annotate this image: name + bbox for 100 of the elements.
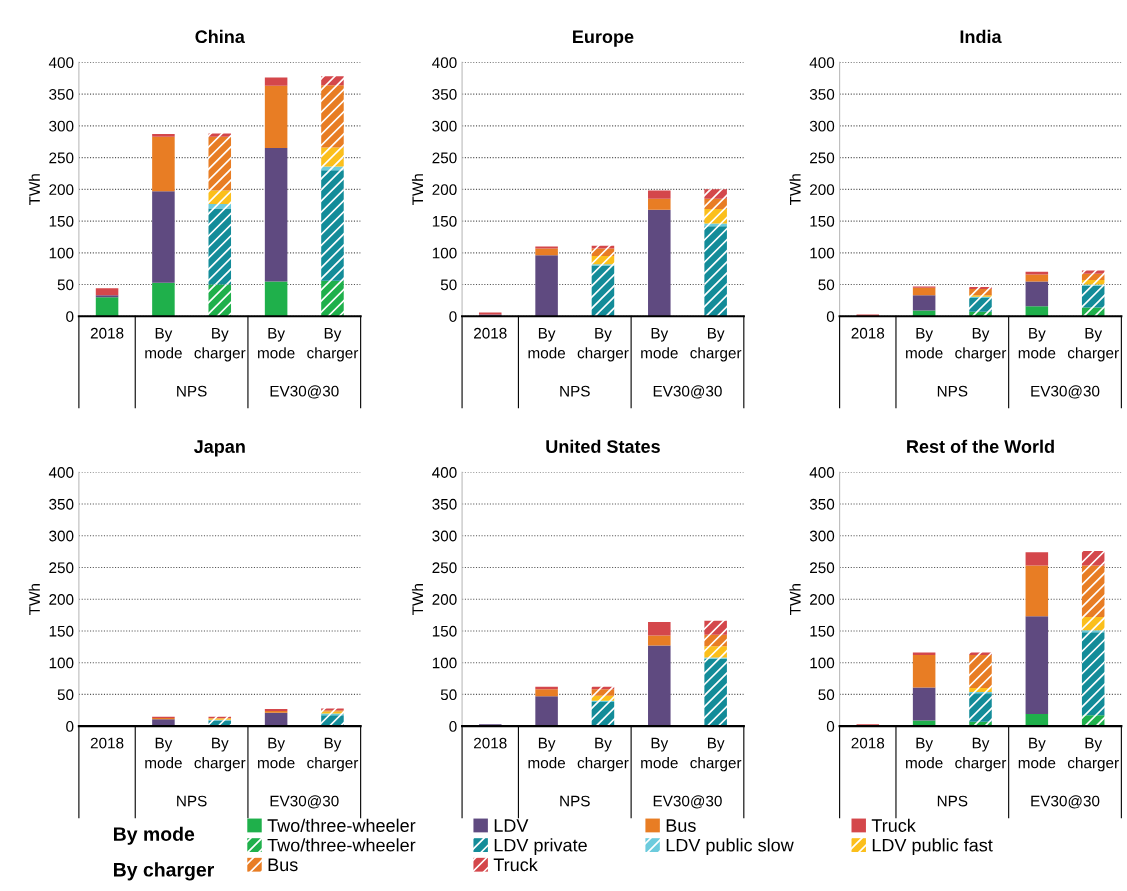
y-axis-title: TWh [28,584,40,615]
x-tick-label: 2018 [474,737,507,749]
y-tick-label: 0 [66,311,74,322]
y-tick-label: 300 [49,120,74,132]
chart-title: India [960,29,1002,44]
y-tick-label: 250 [49,152,74,164]
chart-title: Europe [573,30,634,47]
text: EV30@30 [653,795,722,809]
y-axis-title: TWh [789,584,801,615]
y-tick-label: 300 [809,120,835,132]
y-tick-label: 250 [432,562,457,574]
y-tick-label: 200 [49,594,74,605]
y-tick-label: 300 [809,530,835,542]
text: EV30@30 [653,385,722,399]
legend-label: LDV private [494,838,587,856]
legend-label: LDV public fast [872,838,993,856]
x-tick-label: By charger [955,737,1007,772]
x-tick-label: By charger [194,737,246,772]
text: EV30@30 [1031,385,1100,399]
x-tick-label: By charger [307,737,359,772]
y-tick-label: 400 [809,57,835,69]
y-tick-label: 400 [48,467,74,478]
y-tick-label: 400 [432,467,457,478]
legend-label: Truck [493,857,538,872]
text: EV30@30 [270,795,339,809]
text: EV30@30 [1031,795,1100,809]
text: NPS [937,385,968,397]
x-tick-label: By mode [906,737,943,769]
y-tick-label: 300 [432,530,457,542]
y-tick-label: 50 [440,279,457,291]
x-tick-label: By mode [906,327,943,359]
x-tick-label: By charger [1067,327,1119,362]
x-tick-label: By mode [258,737,295,769]
text: NPS [177,795,207,807]
y-tick-label: 0 [449,311,457,322]
y-tick-label: 100 [432,657,457,669]
x-tick-label: By charger [577,737,629,772]
y-tick-label: 100 [432,247,457,259]
x-tick-label: By charger [1067,737,1119,772]
y-axis-title: TWh [411,174,423,206]
y-tick-label: 100 [49,657,74,669]
x-tick-label: By mode [641,327,678,359]
y-tick-label: 0 [449,721,457,732]
x-tick-label: By charger [194,327,246,362]
y-tick-label: 100 [810,657,835,669]
chart-title: Rest of the World [907,439,1054,453]
y-tick-label: 350 [49,498,74,510]
legend-label: LDV [494,819,529,832]
y-tick-label: 0 [826,311,835,322]
y-tick-label: 150 [49,625,74,637]
y-tick-label: 200 [810,184,835,196]
x-tick-label: By charger [690,327,742,362]
y-tick-label: 50 [818,689,835,701]
y-tick-label: 250 [432,152,457,164]
x-tick-label: By charger [955,327,1007,362]
legend-label: Bus [666,819,696,832]
text: By charger [114,862,214,881]
text: NPS [560,795,590,807]
y-tick-label: 200 [49,184,74,196]
y-tick-label: 400 [432,57,457,69]
y-tick-label: 300 [49,530,74,542]
legend-label: Two/three-wheeler [267,818,416,832]
y-tick-label: 200 [432,184,457,196]
y-tick-label: 350 [432,88,457,100]
y-tick-label: 250 [810,562,835,574]
y-tick-label: 100 [810,247,835,259]
x-tick-label: 2018 [90,737,124,749]
y-tick-label: 350 [432,498,457,510]
x-tick-label: By charger [690,737,742,772]
y-axis-title: TWh [789,174,801,206]
y-tick-label: 150 [810,625,835,637]
x-tick-label: By mode [1018,737,1056,769]
y-tick-label: 200 [810,594,835,605]
legend-label: LDV public slow [666,838,794,856]
y-tick-label: 400 [809,467,835,478]
y-axis-title: TWh [411,584,423,615]
y-tick-label: 200 [432,594,457,605]
legend-label: Truck [871,818,916,832]
y-tick-label: 50 [818,279,835,291]
y-tick-label: 350 [49,88,74,100]
y-tick-label: 50 [57,689,74,701]
text: NPS [560,385,590,397]
x-tick-label: 2018 [90,327,124,339]
chart-title: Japan [193,440,245,457]
y-tick-label: 150 [432,215,457,227]
text: NPS [937,795,968,807]
y-tick-label: 50 [57,279,74,291]
y-tick-label: 350 [809,88,835,100]
x-tick-label: 2018 [851,737,885,749]
y-axis-title: TWh [28,174,40,206]
x-tick-label: By mode [145,737,182,769]
x-tick-label: By mode [528,327,566,359]
y-tick-label: 0 [826,721,835,732]
y-tick-label: 250 [49,562,74,574]
y-tick-label: 0 [66,721,74,732]
y-tick-label: 400 [48,57,74,69]
x-tick-label: By mode [258,327,295,359]
y-tick-label: 250 [810,152,835,164]
y-tick-label: 300 [432,120,457,132]
text: NPS [177,385,207,397]
